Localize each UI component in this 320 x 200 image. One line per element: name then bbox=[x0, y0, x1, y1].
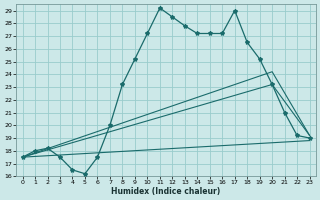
X-axis label: Humidex (Indice chaleur): Humidex (Indice chaleur) bbox=[111, 187, 221, 196]
